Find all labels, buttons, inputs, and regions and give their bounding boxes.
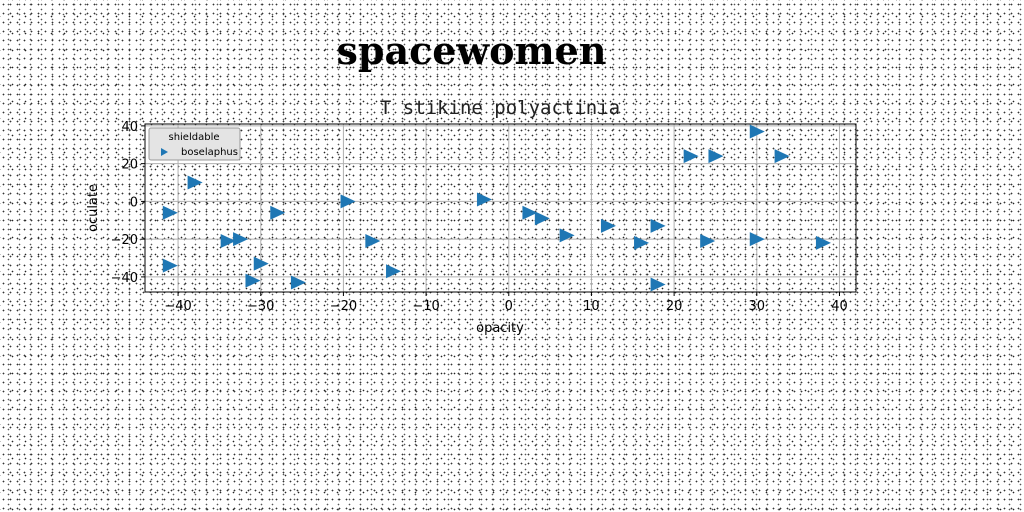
data-point xyxy=(634,235,650,250)
data-point xyxy=(522,205,538,220)
x-tick-label: −30 xyxy=(247,299,274,314)
data-point xyxy=(340,194,356,209)
legend: shieldable boselaphus xyxy=(148,127,241,161)
x-tick-label: 0 xyxy=(505,299,513,314)
data-point xyxy=(815,235,831,250)
legend-title: shieldable xyxy=(168,132,219,143)
x-axis-label: opacity xyxy=(476,321,524,336)
y-tick-label: 40 xyxy=(121,120,138,135)
data-point xyxy=(270,205,286,220)
legend-marker xyxy=(161,148,168,156)
data-point xyxy=(386,264,402,279)
data-point xyxy=(559,228,575,243)
legend-box xyxy=(148,127,241,161)
page-title: spacewomen xyxy=(336,28,607,73)
y-tick-label: −20 xyxy=(111,233,138,248)
data-point xyxy=(162,205,178,220)
legend-entry: boselaphus xyxy=(181,147,238,158)
x-tick-label: 40 xyxy=(831,299,848,314)
x-tick-label: −40 xyxy=(164,299,191,314)
data-point xyxy=(220,234,236,249)
y-tick-label: −40 xyxy=(111,271,138,286)
y-tick-label: 0 xyxy=(130,195,138,210)
data-point xyxy=(749,232,765,247)
data-point xyxy=(708,149,724,164)
data-point xyxy=(749,124,765,139)
data-points xyxy=(162,124,831,292)
x-tick-label: 20 xyxy=(666,299,683,314)
data-point xyxy=(233,232,249,247)
grid xyxy=(145,124,856,292)
y-tick-label: 20 xyxy=(121,158,138,173)
data-point xyxy=(650,277,666,292)
data-point xyxy=(700,234,716,249)
data-point xyxy=(774,149,790,164)
data-point xyxy=(290,275,306,290)
data-point xyxy=(650,218,666,233)
data-point xyxy=(365,234,381,249)
chart-title: T stikine polyactinia xyxy=(380,97,620,119)
x-tick-label: 10 xyxy=(583,299,600,314)
data-point xyxy=(534,211,550,226)
data-point xyxy=(683,149,699,164)
x-tick-label: 30 xyxy=(749,299,766,314)
ticks: −40 −30 −20 −10 0 10 20 30 40 −40 −20 0 20 40 xyxy=(111,120,848,314)
x-tick-label: −20 xyxy=(330,299,357,314)
x-tick-label: −10 xyxy=(412,299,439,314)
plot-frame xyxy=(144,123,857,293)
data-point xyxy=(162,258,178,273)
data-point xyxy=(187,175,203,190)
data-point xyxy=(476,192,492,207)
data-point xyxy=(600,218,616,233)
data-point xyxy=(245,273,261,288)
data-point xyxy=(253,256,269,271)
y-axis-label: oculate xyxy=(86,184,101,232)
